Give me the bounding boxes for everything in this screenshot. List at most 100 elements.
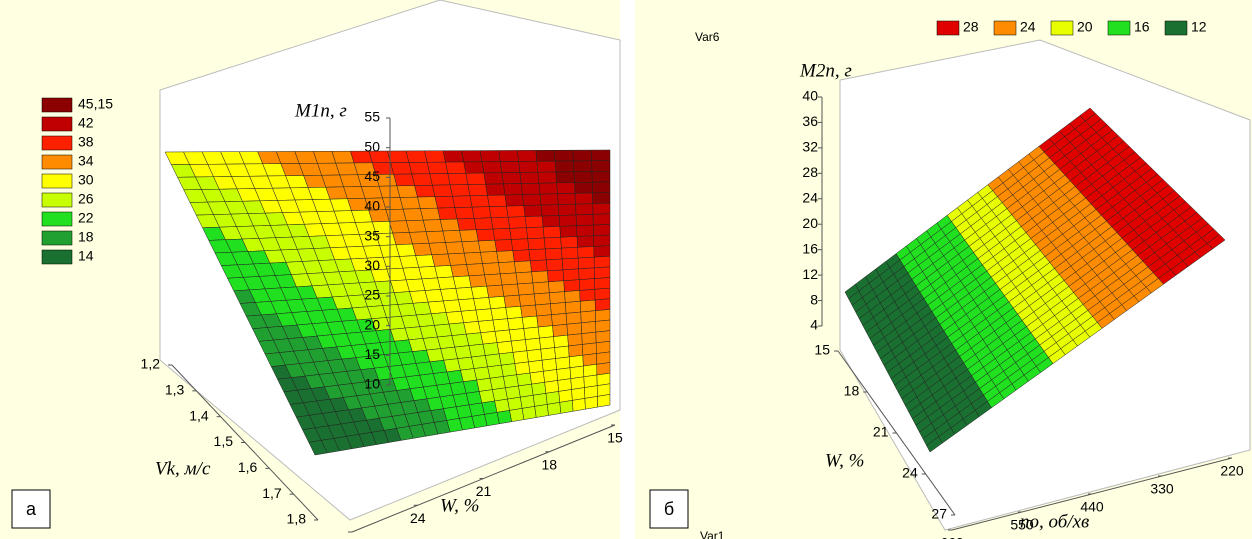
surface-cell [520, 182, 541, 195]
surface-cell [501, 172, 522, 185]
surface-cell [471, 355, 488, 369]
legend-swatch [41, 116, 73, 132]
surface-cell [482, 342, 500, 356]
surface-cell [470, 285, 490, 299]
surface-cell [563, 279, 580, 292]
surface-cell [529, 370, 545, 385]
surface-cell [528, 248, 547, 262]
surface-cell [463, 321, 481, 335]
surface-cell [480, 331, 498, 345]
surface-cell [442, 299, 462, 313]
surface-cell [581, 331, 597, 345]
surface-cell [583, 363, 598, 378]
surface-cell [421, 277, 441, 291]
x-tick-label: 550 [1010, 517, 1034, 533]
surface-cell [518, 293, 536, 307]
z-tick-label: 20 [802, 215, 818, 231]
surface-cell [554, 149, 574, 162]
surface-cell [405, 219, 427, 233]
surface-cell [554, 345, 570, 359]
surface-cell [573, 171, 593, 183]
surface-cell [509, 227, 528, 240]
surface-cell [399, 255, 420, 269]
var-label: Var6 [695, 30, 720, 44]
surface-cell [518, 161, 539, 173]
surface-cell [477, 319, 496, 334]
surface-cell [517, 150, 538, 162]
surface-cell [561, 247, 579, 260]
surface-cell [552, 323, 568, 337]
surface-cell [465, 332, 484, 346]
surface-cell [509, 408, 525, 422]
surface-cell [541, 215, 561, 228]
x-axis-label: no, об/хв [1020, 511, 1089, 532]
surface-cell [591, 170, 611, 183]
surface-cell [516, 372, 532, 387]
surface-cell [572, 149, 592, 162]
surface-cell [555, 171, 575, 184]
surface-cell [555, 356, 571, 370]
surface-cell [597, 394, 611, 408]
surface-cell [565, 311, 582, 325]
y-tick-label: 27 [931, 506, 947, 522]
surface-cell [483, 172, 504, 185]
surface-cell [463, 161, 485, 174]
surface-cell [558, 214, 577, 227]
surface-cell [568, 354, 584, 369]
surface-cell [526, 348, 543, 363]
legend-label: 45,15 [78, 96, 113, 112]
surface-cell [577, 246, 595, 259]
surface-cell [452, 195, 473, 208]
surface-cell [485, 183, 506, 196]
surface-cell [539, 193, 559, 206]
surface-cell [469, 195, 490, 208]
surface-cell [478, 239, 497, 253]
surface-cell [573, 160, 593, 173]
surface-cell [591, 149, 611, 162]
surface-cell [415, 254, 436, 268]
surface-cell [518, 383, 534, 398]
y-tick-label: 18 [844, 383, 860, 399]
panel-label: а [26, 499, 37, 519]
surface-cell [503, 374, 519, 389]
surface-cell [498, 261, 517, 275]
surface-cell [594, 298, 611, 311]
surface-cell [528, 359, 544, 374]
surface-cell [507, 317, 525, 331]
x-tick-label: 1,6 [238, 459, 258, 475]
z-tick-label: 35 [364, 227, 380, 243]
surface-cell [575, 203, 594, 216]
surface-cell [503, 294, 521, 308]
surface-cell [565, 300, 581, 314]
x-tick-label: 1,4 [189, 407, 209, 423]
surface-cell [437, 207, 458, 220]
z-tick-label: 8 [810, 291, 818, 307]
surface-cell [452, 275, 472, 289]
x-tick-label: 1,3 [165, 382, 185, 398]
legend-label: 16 [1134, 19, 1150, 35]
surface-cell [496, 250, 515, 263]
surface-cell [479, 150, 501, 163]
surface-cell [431, 253, 451, 267]
surface-cell [393, 173, 415, 187]
surface-cell [539, 336, 555, 350]
surface-cell [560, 236, 578, 249]
x-tick-label: 330 [1150, 481, 1174, 497]
surface-cell [510, 339, 528, 353]
surface-cell [451, 333, 470, 348]
surface-cell [428, 242, 449, 256]
surface-cell [424, 150, 446, 163]
surface-cell [454, 206, 475, 220]
surface-cell [521, 406, 537, 420]
surface-cell [592, 213, 611, 226]
surface-cell [535, 303, 552, 317]
surface-cell [445, 161, 467, 174]
x-tick-label: 1,2 [141, 356, 161, 372]
legend-swatch [936, 20, 960, 36]
surface-cell [595, 330, 611, 344]
surface-cell [524, 215, 544, 228]
surface-cell [468, 274, 487, 288]
panel-label: б [664, 499, 674, 519]
legend-label: 12 [1191, 19, 1207, 35]
